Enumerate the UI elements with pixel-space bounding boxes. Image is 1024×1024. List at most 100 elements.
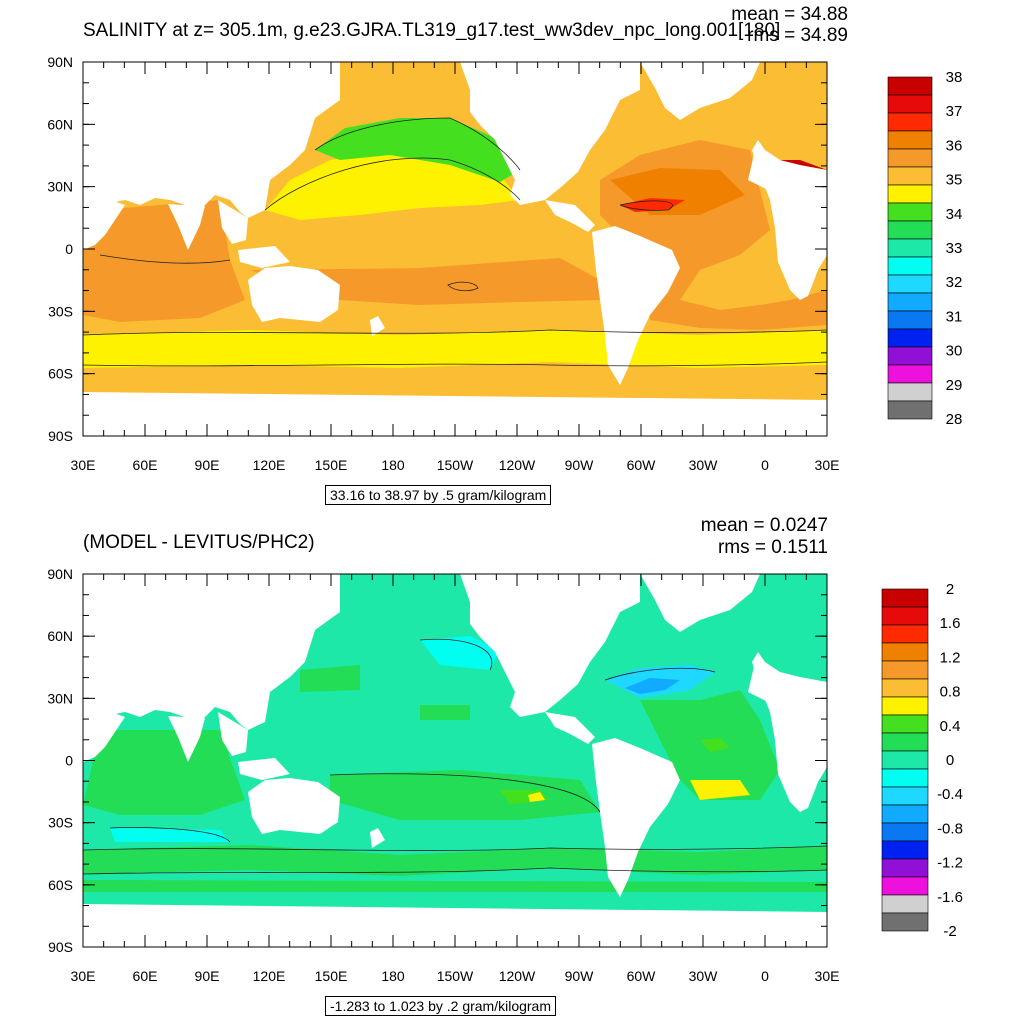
panel2-colorbar-label: -0.8	[937, 820, 963, 837]
panel2-lon-label: 150W	[437, 968, 474, 984]
panel2-title: (MODEL - LEVITUS/PHC2)	[83, 532, 315, 553]
panel1-colorbar-label: 31	[946, 308, 963, 325]
panel1-lat-label: 0	[65, 241, 73, 257]
panel2-southern-green	[83, 845, 827, 876]
panel1-colorbar-swatch	[887, 292, 933, 312]
panel1-lon-label: 120W	[499, 457, 536, 473]
panel2-colorbar-label: -0.4	[937, 786, 963, 803]
panel1-lon-label: 90E	[195, 457, 220, 473]
panel1-colorbar-swatch	[887, 166, 933, 186]
panel1-colorbar: 38 37 36 35 34 33 32 31 30 29 28	[887, 69, 963, 428]
panel1-lon-label: 60E	[133, 457, 158, 473]
panel1-lon-label: 30E	[815, 457, 840, 473]
panel1-atlantic-red	[620, 198, 685, 212]
panel2-colorbar-swatch	[881, 642, 929, 662]
panel2-lon-label: 60W	[627, 968, 657, 984]
panel1-lat-label: 30S	[48, 303, 73, 319]
panel1-lon-label: 150E	[315, 457, 348, 473]
panel2-lon-label: 60E	[133, 968, 158, 984]
panel2-lon-label: 90E	[195, 968, 220, 984]
panel1-lon-label: 90W	[565, 457, 595, 473]
panel2-indian-cyan	[110, 828, 230, 842]
panel1-colorbar-label: 28	[946, 411, 963, 428]
panel2-mean: mean = 0.0247	[700, 515, 828, 536]
panel1-colorbar-label: 38	[946, 69, 963, 86]
panel2-rms: rms = 0.1511	[717, 537, 828, 558]
panel2-lon-label: 30W	[689, 968, 719, 984]
panel2-contours	[83, 638, 827, 875]
panel2-npac-green	[300, 665, 360, 692]
panel1-rms: rms = 34.89	[747, 25, 848, 46]
panel2-contour-info: -1.283 to 1.023 by .2 gram/kilogram	[325, 996, 557, 1016]
panel1-colorbar-label: 35	[946, 172, 963, 189]
panel1-lat-label: 30N	[47, 179, 73, 195]
panel1-colorbar-label: 30	[946, 343, 963, 360]
panel1-lon-label: 60W	[627, 457, 657, 473]
panel1-colorbar-label: 34	[946, 206, 963, 223]
panel2-lat-label: 30S	[48, 815, 73, 831]
panel2-colorbar-swatch	[881, 678, 929, 698]
panel1-lon-label: 120E	[253, 457, 286, 473]
panel2-colorbar-label: -1.6	[937, 889, 963, 906]
panel2-colorbar-swatch	[881, 624, 929, 644]
panel2-lon-label: 0	[761, 968, 769, 984]
panel1-colorbar-swatch	[887, 310, 933, 330]
panel1-lat-label: 90N	[47, 54, 73, 70]
panel1-npac-green	[315, 118, 520, 182]
panel2-colorbar-swatch	[881, 606, 929, 626]
panel2-colorbar-swatch	[881, 876, 929, 896]
panel1-lat-label: 90S	[48, 428, 73, 444]
panel1-lon-label: 0	[761, 457, 769, 473]
panel1-southern-yellow	[83, 330, 827, 368]
panel1-lat-label: 60S	[48, 366, 73, 382]
panel2-lon-label: 90W	[565, 968, 595, 984]
panel1-colorbar-label: 33	[946, 240, 963, 257]
panel2-lon-label: 120W	[499, 968, 536, 984]
panel1-colorbar-swatch	[887, 382, 933, 402]
panel2-colorbar-label: 0.8	[940, 684, 961, 701]
panel2-map	[83, 574, 827, 947]
panel1-colorbar-swatch	[887, 112, 933, 132]
panel2-colorbar-swatch	[881, 912, 929, 932]
panel2-colorbar-label: 0.4	[940, 718, 961, 735]
panel1-colorbar-swatch	[887, 220, 933, 240]
panel2-colorbar-swatch	[881, 732, 929, 752]
panel2-colorbar-swatch	[881, 768, 929, 788]
panel1-lon-label: 30W	[689, 457, 719, 473]
panel1-colorbar-swatch	[887, 346, 933, 366]
panel1-title: SALINITY at z= 305.1m, g.e23.GJRA.TL319_…	[83, 20, 781, 41]
panel2-colorbar-swatch	[881, 588, 929, 608]
panel2-npac-green2	[420, 705, 470, 720]
panel1-mean: mean = 34.88	[731, 4, 848, 25]
panel1-colorbar-swatch	[887, 400, 933, 420]
panel2-colorbar-swatch	[881, 714, 929, 734]
panel2-colorbar-swatch	[881, 696, 929, 716]
panel2-southern-green2	[83, 880, 827, 892]
panel2-colorbar-label: -2	[943, 923, 956, 940]
panel1-colorbar-label: 36	[946, 137, 963, 154]
panel2-colorbar-swatch	[881, 894, 929, 914]
panel1-lon-label: 180	[381, 457, 405, 473]
panel2-npac-cyan	[420, 636, 500, 670]
panel2-colorbar-label: 0	[946, 752, 954, 769]
panel1-colorbar-swatch	[887, 238, 933, 258]
panel1-colorbar-swatch	[887, 130, 933, 150]
panel2-lat-label: 60N	[47, 628, 73, 644]
panel2-lon-label: 120E	[253, 968, 286, 984]
panel2-colorbar-swatch	[881, 804, 929, 824]
panel2-colorbar-label: 2	[946, 581, 954, 598]
panel1-colorbar-swatch	[887, 364, 933, 384]
panel2-colorbar-swatch	[881, 660, 929, 680]
panel2-lat-label: 90S	[48, 939, 73, 955]
panel1-lat-label: 60N	[47, 116, 73, 132]
panel1-colorbar-swatch	[887, 148, 933, 168]
panel2-axes: 90N 60N 30N 0 30S 60S 90S 30E 60E 90E 120E 150E 180 1…	[47, 566, 839, 984]
panel2-eqpac-green	[330, 770, 600, 820]
panel1-indian-orange	[83, 200, 245, 322]
panel1-colorbar-swatch	[887, 274, 933, 294]
panel2-lon-label: 180	[381, 968, 405, 984]
panel2-indian-green	[83, 730, 245, 815]
panel2-colorbar-swatch	[881, 822, 929, 842]
panel1-contour-info: 33.16 to 38.97 by .5 gram/kilogram	[325, 485, 552, 505]
